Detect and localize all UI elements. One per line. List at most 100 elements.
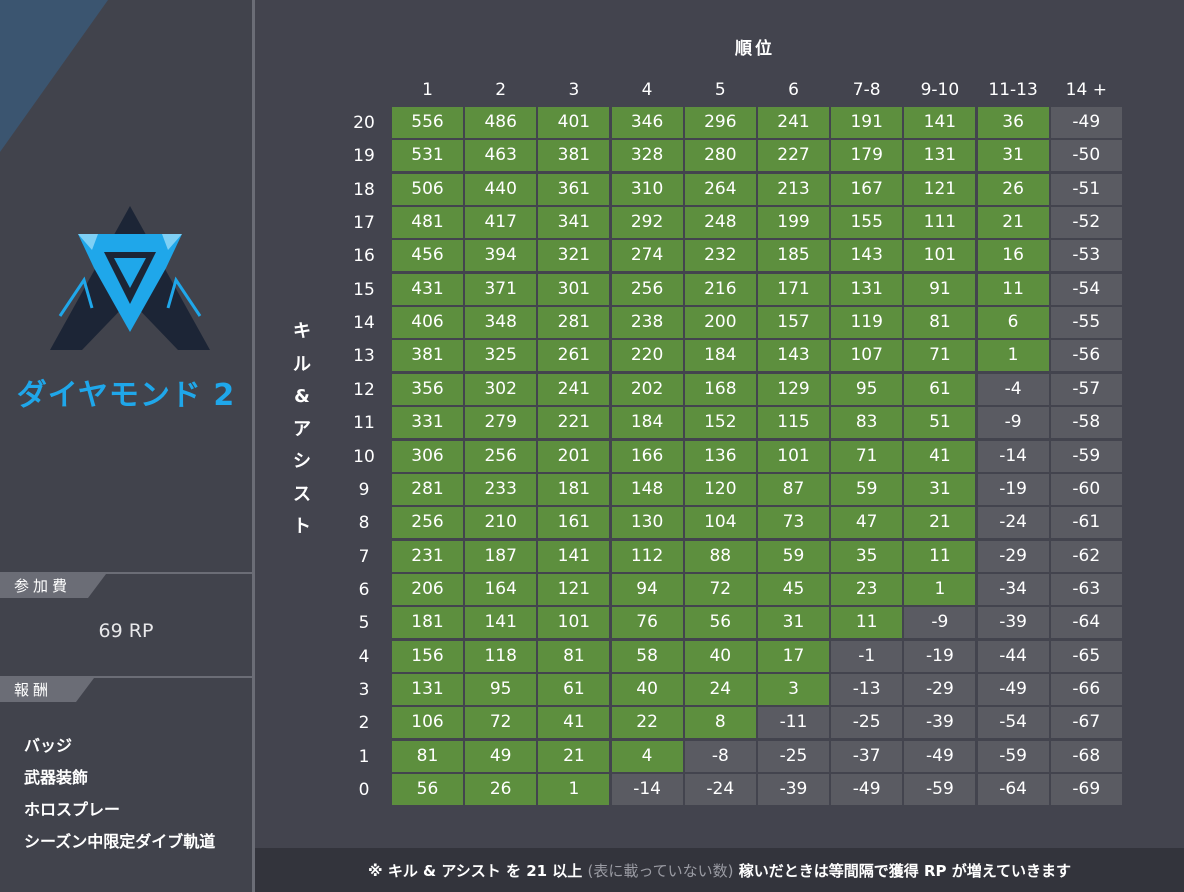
rp-cell: 184: [611, 407, 683, 439]
rp-cell: 296: [684, 107, 756, 138]
rp-cell: 4: [611, 740, 683, 772]
rp-cell: 187: [465, 540, 537, 572]
rp-cell: -37: [831, 740, 903, 772]
column-header: 11-13: [988, 80, 1038, 100]
row-header: 19: [353, 146, 375, 167]
rp-cell: -4: [977, 373, 1049, 405]
rp-cell: 131: [831, 273, 903, 305]
rp-cell: -25: [758, 740, 829, 772]
rp-cell: 88: [684, 540, 756, 572]
rp-cell: 161: [538, 507, 610, 539]
rp-cell: 281: [538, 307, 610, 339]
column-header: 7-8: [852, 80, 881, 100]
rp-cell: 107: [831, 340, 903, 372]
rp-cell: -14: [977, 440, 1049, 472]
column-header: 14 +: [1065, 80, 1107, 100]
axis-char: ス: [293, 483, 311, 505]
rp-cell: 371: [465, 273, 537, 305]
rp-cell: 1: [538, 774, 610, 805]
rp-cell: 101: [904, 240, 976, 272]
rp-cell: 346: [611, 107, 683, 138]
rp-cell: 321: [538, 240, 610, 272]
rp-cell: 417: [465, 207, 537, 239]
rp-cell: -1: [831, 640, 903, 672]
rp-cell: 81: [904, 307, 976, 339]
rp-cell: -49: [977, 673, 1049, 705]
rp-cell: 431: [392, 273, 463, 305]
rp-cell: 1: [977, 340, 1049, 372]
rp-cell: 72: [465, 707, 537, 739]
rp-cell: 1: [904, 573, 976, 605]
rp-cell: 24: [684, 673, 756, 705]
rp-cell: -53: [1050, 240, 1122, 272]
footer-note: ※ キル & アシスト を 21 以上 (表に載っていない数) 稼いだときは等間…: [255, 860, 1184, 881]
footer-parenthetical: (表に載っていない数): [587, 862, 734, 880]
rp-cell: 76: [611, 607, 683, 639]
rp-cell: 131: [392, 673, 463, 705]
rp-cell: -19: [977, 473, 1049, 505]
row-header: 1: [358, 746, 370, 767]
rp-cell: 141: [465, 607, 537, 639]
rp-cell: -11: [758, 707, 829, 739]
rp-cell: -56: [1050, 340, 1122, 372]
rp-cell: 121: [904, 173, 976, 205]
rp-cell: 201: [538, 440, 610, 472]
column-header: 4: [641, 80, 653, 100]
rp-cell: 36: [977, 107, 1049, 138]
rp-cell: 233: [465, 473, 537, 505]
rp-cell: 191: [831, 107, 903, 138]
rp-cell: -39: [904, 707, 976, 739]
rp-cell: 221: [538, 407, 610, 439]
rp-cell: -58: [1050, 407, 1122, 439]
rp-cell: 47: [831, 507, 903, 539]
rp-cell: 216: [684, 273, 756, 305]
rp-cell: 206: [392, 573, 463, 605]
rp-cell: 118: [465, 640, 537, 672]
entry-fee-value: 69 RP: [98, 620, 154, 642]
rp-cell: 148: [611, 473, 683, 505]
rp-cell: 325: [465, 340, 537, 372]
rp-cell: 306: [392, 440, 463, 472]
rp-cell: 95: [465, 673, 537, 705]
rp-cell: 101: [758, 440, 829, 472]
rp-cell: 394: [465, 240, 537, 272]
rp-cell: 35: [831, 540, 903, 572]
rp-cell: -55: [1050, 307, 1122, 339]
rp-cell: -29: [977, 540, 1049, 572]
rp-cell: 531: [392, 140, 463, 172]
rp-cell: 210: [465, 507, 537, 539]
rp-cell: 164: [465, 573, 537, 605]
rp-cell: 71: [904, 340, 976, 372]
rp-cell: 168: [684, 373, 756, 405]
rp-cell: -24: [977, 507, 1049, 539]
rp-cell: 95: [831, 373, 903, 405]
rp-cell: -49: [904, 740, 976, 772]
rp-cell: 17: [758, 640, 829, 672]
rp-cell: 279: [465, 407, 537, 439]
rewards-list: バッジ 武器装飾 ホロスプレー シーズン中限定ダイブ軌道: [24, 730, 215, 858]
rp-cell: 356: [392, 373, 463, 405]
rp-cell: 61: [538, 673, 610, 705]
rp-cell: 45: [758, 573, 829, 605]
rp-cell: -59: [977, 740, 1049, 772]
rp-cell: 58: [611, 640, 683, 672]
column-header: 2: [495, 80, 507, 100]
rp-cell: -25: [831, 707, 903, 739]
rp-cell: 184: [684, 340, 756, 372]
rp-cell: 328: [611, 140, 683, 172]
axis-char: ル: [293, 353, 311, 375]
placement-header: 順位: [735, 39, 775, 59]
rp-cell: 11: [831, 607, 903, 639]
rp-cell: 361: [538, 173, 610, 205]
rp-cell: -60: [1050, 473, 1122, 505]
rp-cell: 83: [831, 407, 903, 439]
rp-cell: 171: [758, 273, 829, 305]
row-header: 17: [353, 213, 375, 234]
rp-cell: 341: [538, 207, 610, 239]
rp-cell: 141: [904, 107, 976, 138]
rp-cell: 31: [758, 607, 829, 639]
rp-cell: 248: [684, 207, 756, 239]
rp-cell: 199: [758, 207, 829, 239]
rp-cell: -9: [977, 407, 1049, 439]
rp-cell: 381: [538, 140, 610, 172]
